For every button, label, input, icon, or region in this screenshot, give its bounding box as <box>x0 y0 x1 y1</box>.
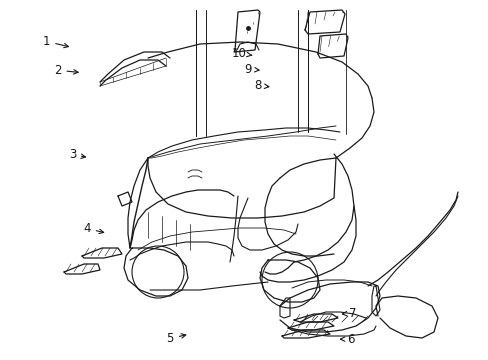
Text: 3: 3 <box>68 148 85 161</box>
Text: 10: 10 <box>231 47 251 60</box>
Text: 5: 5 <box>166 332 185 345</box>
Text: 2: 2 <box>54 64 78 77</box>
Text: 7: 7 <box>342 307 356 320</box>
Text: 6: 6 <box>340 333 354 346</box>
Text: 4: 4 <box>83 222 103 235</box>
Text: 1: 1 <box>42 35 68 48</box>
Text: 8: 8 <box>254 79 268 92</box>
Text: 9: 9 <box>244 63 259 76</box>
